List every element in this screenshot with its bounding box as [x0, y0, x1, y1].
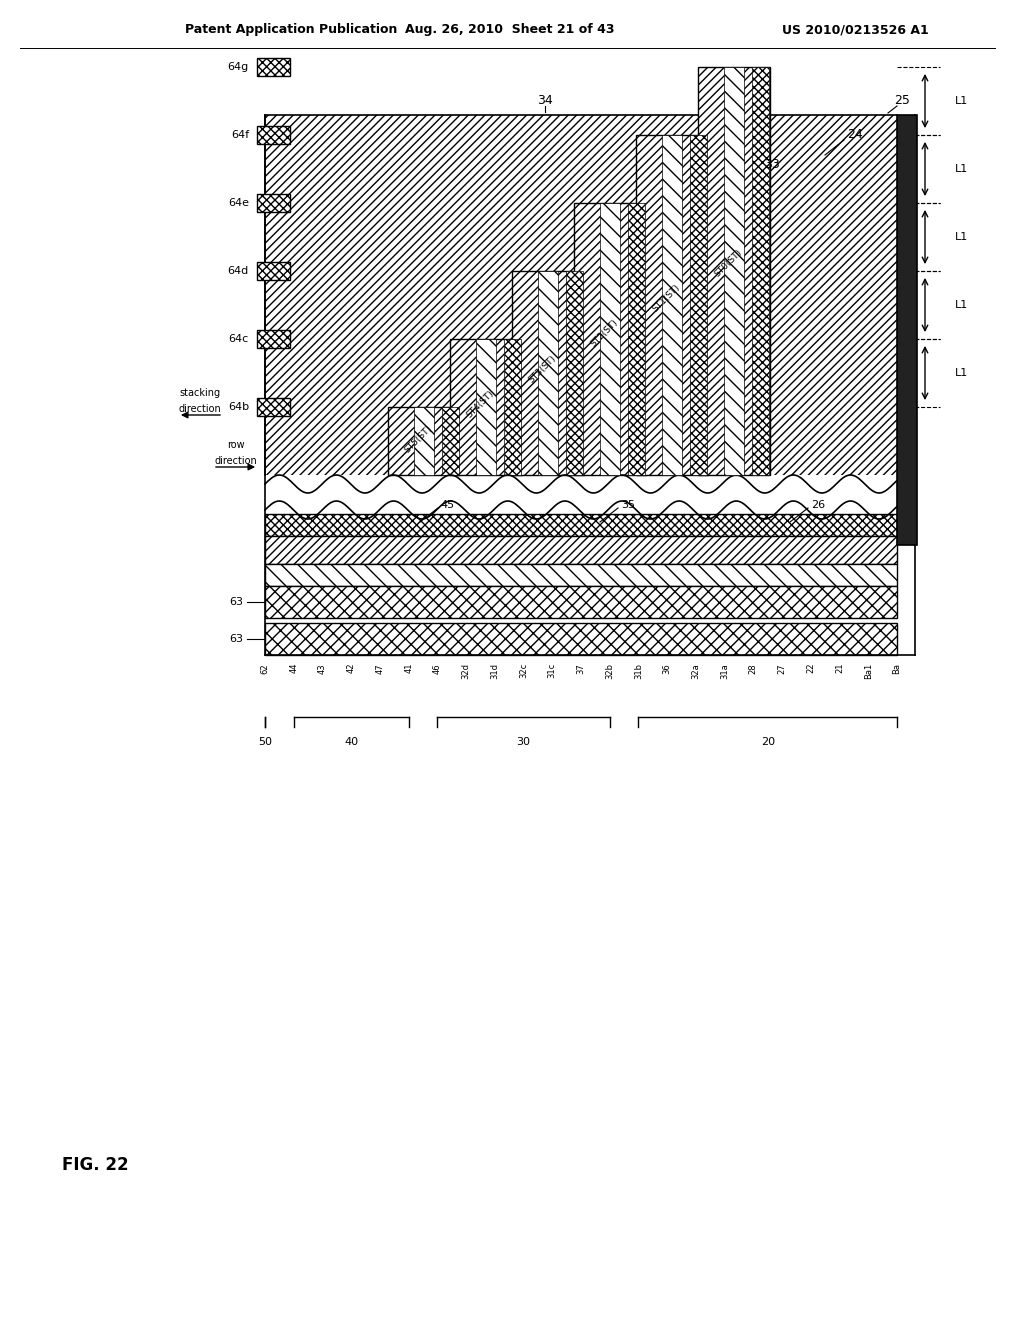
Bar	[662, 135, 682, 475]
Text: stacking: stacking	[179, 388, 220, 399]
Text: 41: 41	[404, 663, 413, 673]
Bar	[574, 203, 646, 475]
Text: 45: 45	[441, 500, 455, 510]
Bar	[442, 407, 459, 475]
Text: 24: 24	[847, 128, 863, 141]
Bar	[414, 407, 434, 475]
Bar	[265, 564, 897, 586]
Text: FIG. 22: FIG. 22	[61, 1156, 128, 1173]
Bar	[257, 261, 290, 280]
Text: 42: 42	[347, 663, 355, 673]
Text: 64c: 64c	[228, 334, 249, 345]
Text: 44: 44	[289, 663, 298, 673]
Text: 64e: 64e	[228, 198, 249, 209]
Text: 40: 40	[344, 737, 358, 747]
Bar	[257, 330, 290, 348]
Bar	[628, 203, 645, 475]
Text: ST0(ST): ST0(ST)	[713, 247, 743, 279]
Text: 46: 46	[433, 663, 442, 673]
Bar	[265, 536, 897, 564]
Text: 26: 26	[811, 500, 825, 510]
Text: 32d: 32d	[462, 663, 471, 678]
Bar	[636, 135, 708, 475]
Bar	[257, 125, 290, 144]
Text: 22: 22	[806, 663, 815, 673]
Text: 31a: 31a	[720, 663, 729, 678]
Bar	[450, 339, 522, 475]
Text: L1: L1	[955, 232, 969, 242]
Bar	[566, 271, 583, 475]
Bar	[752, 67, 769, 475]
Text: 47: 47	[376, 663, 384, 673]
Text: 43: 43	[318, 663, 327, 673]
Bar	[690, 135, 707, 475]
Bar	[698, 67, 770, 475]
Text: L1: L1	[955, 164, 969, 174]
Text: 50: 50	[258, 737, 272, 747]
Text: Aug. 26, 2010  Sheet 21 of 43: Aug. 26, 2010 Sheet 21 of 43	[406, 24, 614, 37]
Text: ST3(ST): ST3(ST)	[526, 354, 558, 384]
Bar	[724, 67, 744, 475]
Bar	[538, 271, 558, 475]
Text: 31d: 31d	[490, 663, 500, 678]
Bar	[600, 203, 620, 475]
Text: 32b: 32b	[605, 663, 614, 678]
Text: 30: 30	[516, 737, 530, 747]
Text: 25: 25	[894, 94, 910, 107]
Text: L1: L1	[955, 368, 969, 378]
Text: 64b: 64b	[228, 403, 249, 412]
Text: 64f: 64f	[230, 129, 249, 140]
Text: Ba1: Ba1	[864, 663, 872, 680]
Bar	[257, 58, 290, 77]
Text: 31b: 31b	[634, 663, 643, 678]
Text: direction: direction	[178, 404, 221, 414]
Bar	[257, 194, 290, 213]
Bar	[265, 623, 897, 655]
Bar	[388, 407, 460, 475]
Text: 37: 37	[577, 663, 586, 673]
Bar	[476, 339, 496, 475]
Text: 63: 63	[229, 597, 243, 607]
Text: Patent Application Publication: Patent Application Publication	[185, 24, 397, 37]
Text: 27: 27	[777, 663, 786, 673]
Text: row: row	[227, 440, 245, 450]
Bar	[257, 399, 290, 416]
Text: 62: 62	[260, 663, 269, 673]
Bar	[504, 339, 521, 475]
Text: 36: 36	[663, 663, 672, 673]
Text: 32a: 32a	[691, 663, 700, 678]
Text: Ba: Ba	[893, 663, 901, 675]
Text: 64g: 64g	[227, 62, 249, 73]
Text: 32c: 32c	[519, 663, 528, 678]
Text: 34: 34	[538, 94, 553, 107]
Bar	[265, 513, 897, 536]
Bar	[265, 586, 897, 618]
Text: 21: 21	[835, 663, 844, 673]
Text: 28: 28	[749, 663, 758, 673]
Text: 35: 35	[621, 500, 635, 510]
Text: ST4(ST): ST4(ST)	[465, 389, 496, 420]
Bar	[265, 115, 897, 475]
Bar	[512, 271, 584, 475]
Text: 33: 33	[764, 158, 780, 172]
Text: US 2010/0213526 A1: US 2010/0213526 A1	[781, 24, 929, 37]
Bar	[897, 115, 918, 545]
Text: 20: 20	[761, 737, 775, 747]
Text: ST2(ST): ST2(ST)	[589, 318, 620, 348]
Text: L1: L1	[955, 300, 969, 310]
Text: 31c: 31c	[548, 663, 557, 678]
Text: L1: L1	[955, 96, 969, 106]
Text: 64d: 64d	[227, 267, 249, 276]
Text: ST5(ST): ST5(ST)	[402, 424, 434, 455]
Text: ST1(ST): ST1(ST)	[650, 282, 682, 314]
Text: 63: 63	[229, 634, 243, 644]
Text: direction: direction	[215, 455, 257, 466]
